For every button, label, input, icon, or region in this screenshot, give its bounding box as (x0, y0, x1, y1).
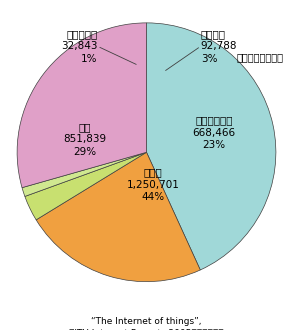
Wedge shape (146, 23, 276, 270)
Wedge shape (22, 152, 146, 196)
Wedge shape (25, 152, 146, 220)
Text: 南北アメリカ
668,466
23%: 南北アメリカ 668,466 23% (192, 115, 235, 150)
Wedge shape (36, 152, 200, 282)
Text: （単位：千回線）: （単位：千回線） (236, 53, 283, 63)
Text: 欧州
851,839
29%: 欧州 851,839 29% (63, 122, 106, 157)
Text: アジア
1,250,701
44%: アジア 1,250,701 44% (127, 167, 179, 202)
Text: オセアニア
32,843
1%: オセアニア 32,843 1% (61, 29, 97, 64)
Text: “The Internet of things”,
（ITU Internet Reports 2005）により作成: “The Internet of things”, （ITU Internet … (69, 317, 224, 330)
Wedge shape (17, 23, 146, 188)
Text: アフリカ
92,788
3%: アフリカ 92,788 3% (201, 29, 237, 64)
